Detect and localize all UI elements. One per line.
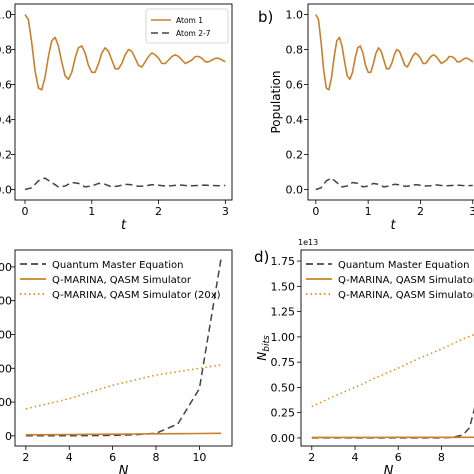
series-line-2	[25, 432, 222, 436]
x-axis-label: t	[121, 218, 127, 233]
x-tick-label: 0	[22, 205, 29, 218]
legend-label: Atom 1	[176, 16, 203, 25]
x-tick-label: 10	[192, 451, 206, 464]
x-tick-label: 2	[417, 205, 424, 218]
chart-panel-4: 2 4 6 8 0.00 0.25 0.50 0.75 1.00 1.25 1.50 1.75 N Nbi…	[254, 238, 474, 474]
legend-label: Q-MARINA, QASM Simulator (10¹²	[338, 290, 474, 301]
x-tick-label: 4	[66, 451, 73, 464]
x-tick-label: 2	[155, 205, 162, 218]
axes-frame	[14, 249, 233, 447]
y-tick-label: 00	[0, 328, 12, 341]
chart-panel-1: 0 1 2 3 0.0 0.2 0.4 0.6 0.8 1.0 t Atom 1 Atom 2-7	[0, 3, 233, 233]
y-tick-label: 0.6	[286, 79, 304, 92]
y-axis-label: Population	[269, 70, 283, 133]
x-tick-label: 4	[352, 451, 359, 464]
axes-frame	[14, 3, 233, 201]
y-tick-label: 0.50	[271, 381, 296, 394]
x-tick-label: 1	[88, 205, 95, 218]
y-tick-label: 00	[0, 396, 12, 409]
chart-panel-2: 0 1 2 3 0.0 0.2 0.4 0.6 0.8 1.0 t Population b)	[258, 3, 474, 233]
x-tick-label: 6	[395, 451, 402, 464]
x-tick-label: 6	[109, 451, 116, 464]
y-tick-label: 0	[5, 430, 12, 443]
y-tick-label: 0.2	[0, 149, 12, 162]
x-tick-label: 0	[312, 205, 319, 218]
series-line-3	[311, 333, 474, 408]
legend-label: Q-MARINA, QASM Simulator	[338, 275, 474, 286]
x-tick-label: 2	[308, 451, 315, 464]
y-tick-label: 1.00	[271, 331, 296, 344]
y-tick-label: 0.0	[0, 184, 12, 197]
y-tick-label: 1.0	[0, 9, 12, 22]
panel-label: b)	[258, 8, 273, 26]
series-line-2	[315, 177, 473, 191]
y-scale-note: 1e13	[298, 238, 318, 247]
series-line-2	[24, 177, 226, 191]
x-tick-label: 3	[469, 205, 474, 218]
x-tick-label: 2	[22, 451, 29, 464]
y-tick-label: 0.4	[286, 114, 304, 127]
legend-box	[145, 8, 229, 44]
series-line-1	[24, 14, 226, 91]
y-tick-label: 0.4	[0, 114, 12, 127]
legend-label: Q-MARINA, QASM Simulator (20x)	[52, 290, 221, 301]
series-line-3	[25, 364, 222, 410]
series-line-1	[315, 14, 474, 91]
x-axis-label: N	[119, 464, 129, 474]
chart-panel-3: 246810000000000500NQuantum Master Equati…	[0, 249, 233, 474]
y-tick-label: 00	[0, 295, 12, 308]
y-tick-label: 1.50	[271, 280, 296, 293]
y-tick-label: 0.00	[271, 432, 296, 445]
y-tick-label: 1.25	[271, 306, 296, 319]
legend-label: Atom 2-7	[176, 29, 211, 38]
y-tick-label: 1.75	[271, 255, 296, 268]
y-tick-label: 0.0	[286, 184, 304, 197]
y-tick-label: 500	[0, 261, 12, 274]
y-tick-label: 0.25	[271, 407, 296, 420]
x-tick-label: 1	[365, 205, 372, 218]
x-axis-label: t	[390, 218, 396, 233]
y-tick-label: 0.6	[0, 79, 12, 92]
y-tick-label: 0.2	[286, 149, 304, 162]
legend-label: Q-MARINA, QASM Simulator	[52, 275, 192, 286]
x-axis-label: N	[384, 464, 394, 474]
x-tick-label: 8	[438, 451, 445, 464]
y-tick-label: 0.75	[271, 356, 296, 369]
series-line-1	[311, 407, 474, 439]
axes-frame	[307, 3, 474, 201]
panel-label: d)	[254, 248, 269, 266]
legend-label: Quantum Master Equation	[338, 260, 469, 271]
axes-frame	[300, 249, 474, 447]
y-tick-label: 1.0	[286, 9, 304, 22]
y-axis-label: Nbits	[255, 335, 272, 361]
y-tick-label: 0.8	[286, 44, 304, 57]
x-tick-label: 8	[153, 451, 160, 464]
y-tick-label: 0.8	[0, 44, 12, 57]
y-tick-label: 00	[0, 362, 12, 375]
x-tick-label: 3	[222, 205, 229, 218]
legend-label: Quantum Master Equation	[52, 260, 183, 271]
